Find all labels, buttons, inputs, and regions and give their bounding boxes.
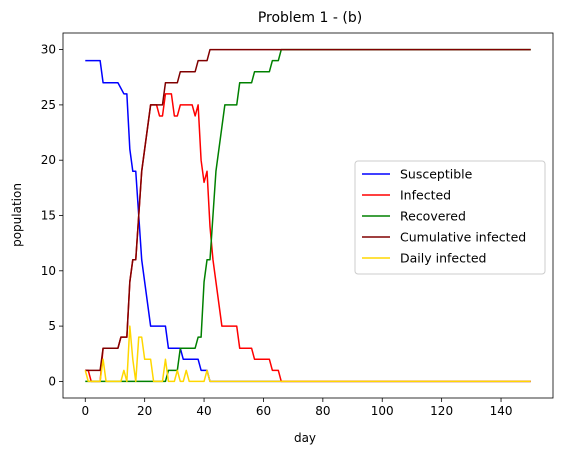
legend-entry: Recovered — [400, 209, 466, 224]
x-tick-label: 60 — [256, 404, 271, 418]
y-axis-label: population — [10, 183, 24, 247]
y-tick-label: 5 — [48, 319, 56, 333]
legend-entry: Infected — [400, 188, 451, 203]
series-line-daily-infected — [84, 325, 531, 383]
y-tick-label: 20 — [41, 153, 56, 167]
x-tick-label: 120 — [430, 404, 453, 418]
chart-title: Problem 1 - (b) — [258, 10, 362, 26]
series-line-cumulative-infected — [85, 48, 531, 372]
y-tick-label: 15 — [41, 209, 56, 223]
legend: Susceptible Infected Recovered Cumulative i… — [354, 160, 546, 275]
x-tick-label: 20 — [137, 404, 152, 418]
x-tick-label: 80 — [315, 404, 330, 418]
y-tick-label: 0 — [48, 374, 56, 388]
legend-entry: Cumulative infected — [400, 230, 526, 245]
x-axis-label: day — [294, 431, 316, 445]
legend-entry: Daily infected — [400, 251, 487, 266]
y-tick-label: 25 — [41, 98, 56, 112]
series-line-recovered — [85, 48, 531, 383]
x-tick-label: 100 — [371, 404, 394, 418]
ticks: 0 20 40 60 80 100 120 140 0 5 10 15 20 25 30 — [41, 43, 513, 418]
x-tick-label: 40 — [196, 404, 211, 418]
plot-lines — [84, 48, 531, 383]
legend-box — [354, 160, 546, 275]
x-tick-label: 0 — [81, 404, 89, 418]
x-tick-label: 140 — [490, 404, 513, 418]
y-tick-label: 10 — [41, 264, 56, 278]
legend-entry: Susceptible — [400, 167, 473, 182]
series-line-susceptible — [85, 59, 531, 383]
y-tick-label: 30 — [41, 43, 56, 57]
